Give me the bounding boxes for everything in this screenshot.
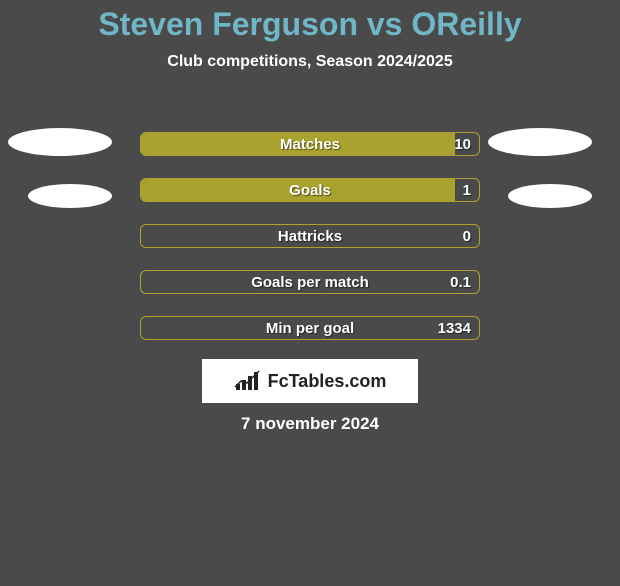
stat-value: 10 (454, 133, 471, 155)
stat-row: Goals1 (140, 178, 480, 202)
bar-chart-icon (234, 370, 262, 392)
stat-label: Goals (141, 179, 479, 201)
avatar-right-1 (488, 128, 592, 156)
stat-row: Goals per match0.1 (140, 270, 480, 294)
stat-row: Min per goal1334 (140, 316, 480, 340)
logo-text: FcTables.com (268, 371, 387, 392)
avatar-left-1 (8, 128, 112, 156)
stat-value: 0 (463, 225, 471, 247)
stat-value: 1 (463, 179, 471, 201)
stat-label: Goals per match (141, 271, 479, 293)
date-label: 7 november 2024 (0, 414, 620, 434)
avatar-left-2 (28, 184, 112, 208)
stat-row: Hattricks0 (140, 224, 480, 248)
stat-label: Min per goal (141, 317, 479, 339)
subtitle: Club competitions, Season 2024/2025 (0, 53, 620, 71)
page-title: Steven Ferguson vs OReilly (0, 6, 620, 43)
subtitle-text: Club competitions, Season 2024/2025 (167, 53, 452, 70)
date-text: 7 november 2024 (241, 414, 379, 433)
stat-label: Hattricks (141, 225, 479, 247)
avatar-right-2 (508, 184, 592, 208)
stat-value: 1334 (438, 317, 471, 339)
stat-label: Matches (141, 133, 479, 155)
title-text: Steven Ferguson vs OReilly (98, 6, 521, 42)
stat-row: Matches10 (140, 132, 480, 156)
stat-value: 0.1 (450, 271, 471, 293)
source-logo: FcTables.com (202, 359, 418, 403)
stats-container: Matches10Goals1Hattricks0Goals per match… (140, 132, 480, 362)
